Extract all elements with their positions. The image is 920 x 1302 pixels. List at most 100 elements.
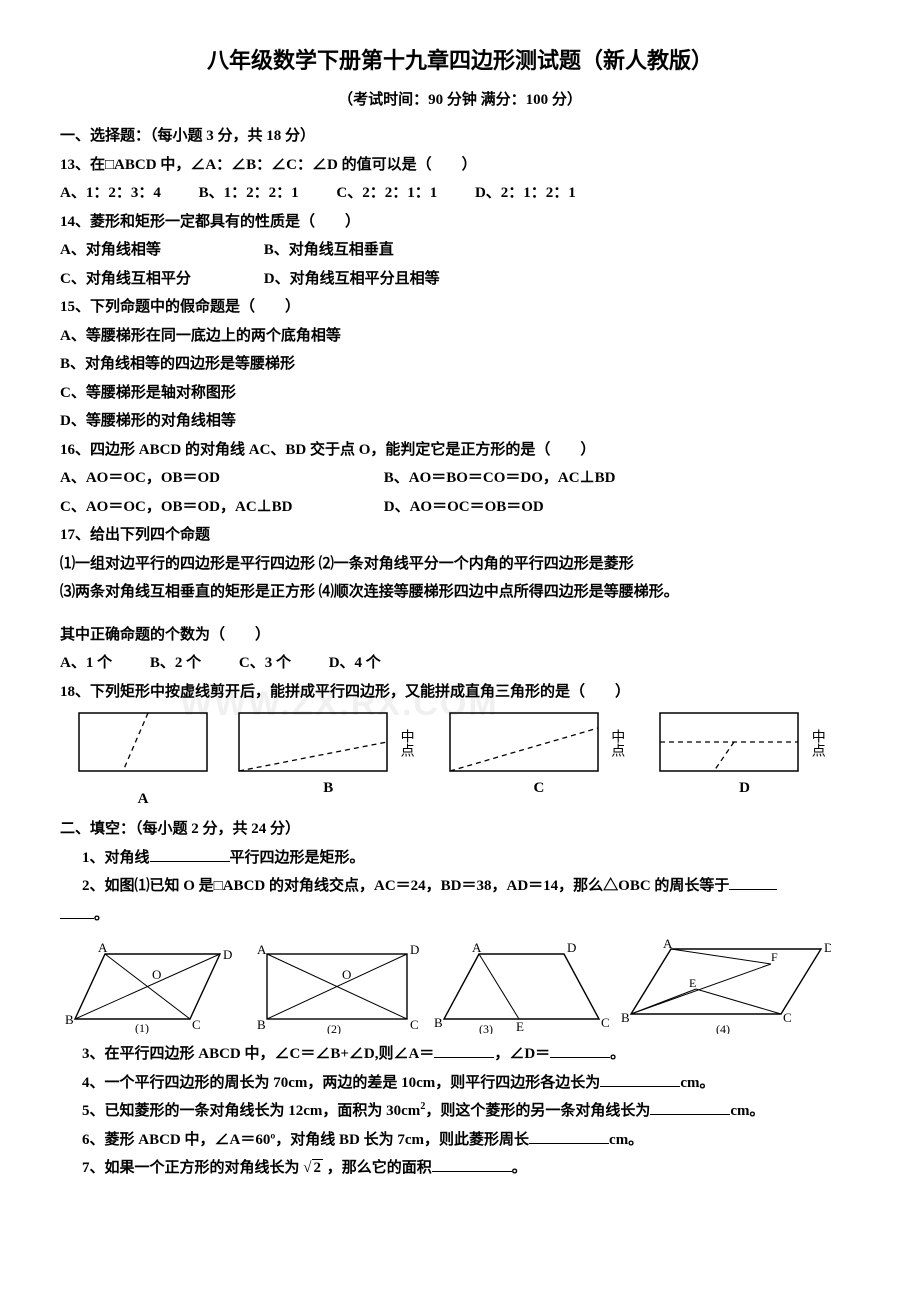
q13-c: C、2：2：1：1 bbox=[336, 179, 437, 208]
q14-d: D、对角线互相平分且相等 bbox=[264, 271, 440, 287]
svg-text:B: B bbox=[257, 1017, 266, 1032]
svg-text:O: O bbox=[342, 967, 351, 982]
svg-text:C: C bbox=[410, 1017, 419, 1032]
s2q7a: 7、如果一个正方形的对角线长为 bbox=[82, 1160, 300, 1176]
exam-info: （考试时间：90 分钟 满分：100 分） bbox=[60, 86, 860, 115]
svg-text:B: B bbox=[65, 1012, 74, 1027]
blank-2b bbox=[60, 904, 94, 919]
gap bbox=[60, 607, 860, 621]
s2q3c: 。 bbox=[610, 1046, 625, 1062]
q13-b: B、1：2：2：1 bbox=[199, 179, 299, 208]
s2q6a: 6、菱形 ABCD 中，∠A＝60º，对角线 BD 长为 7cm，则此菱形周长 bbox=[82, 1132, 529, 1148]
s2q4b: cm。 bbox=[680, 1075, 714, 1091]
q14-row1: A、对角线相等 B、对角线互相垂直 bbox=[60, 236, 860, 265]
q16-a: A、AO＝OC，OB＝OD bbox=[60, 464, 380, 493]
q14-row2: C、对角线互相平分 D、对角线互相平分且相等 bbox=[60, 265, 860, 294]
svg-text:C: C bbox=[601, 1015, 609, 1030]
s2-q5: 5、已知菱形的一条对角线长为 12cm，面积为 30cm2，则这个菱形的另一条对… bbox=[60, 1097, 860, 1126]
s2q5c: cm。 bbox=[730, 1103, 764, 1119]
geom-figures: A D B C O (1) A D B C O (2) A D B C bbox=[60, 939, 860, 1034]
q13-a: A、1：2：3：4 bbox=[60, 179, 161, 208]
svg-text:A: A bbox=[472, 940, 482, 955]
svg-text:E: E bbox=[689, 976, 696, 990]
q17-a: A、1 个 bbox=[60, 649, 112, 678]
fig3: A D B C E (3) bbox=[434, 939, 609, 1034]
s2q6b: cm。 bbox=[609, 1132, 643, 1148]
q18-fig-c: 中点 C bbox=[449, 712, 630, 813]
q17: 17、给出下列四个命题 bbox=[60, 521, 860, 550]
q15-b: B、对角线相等的四边形是等腰梯形 bbox=[60, 350, 860, 379]
q18-fig-d: 中点 D bbox=[659, 712, 830, 813]
s2-q2end: 。 bbox=[60, 901, 860, 930]
s2-q4: 4、一个平行四边形的周长为 70cm，两边的差是 10cm，则平行四边形各边长为… bbox=[60, 1069, 860, 1098]
section1-head: 一、选择题：（每小题 3 分，共 18 分） bbox=[60, 122, 860, 151]
q18-fig-a: A bbox=[78, 712, 208, 813]
svg-text:D: D bbox=[567, 940, 576, 955]
mid-c: 中点 bbox=[603, 729, 630, 757]
label-a: A bbox=[78, 785, 208, 814]
s2q5b: ，则这个菱形的另一条对角线长为 bbox=[425, 1103, 650, 1119]
q14-a: A、对角线相等 bbox=[60, 236, 260, 265]
fig1: A D B C O (1) bbox=[60, 939, 240, 1034]
q13-d: D、2：1：2：1 bbox=[475, 179, 576, 208]
svg-text:D: D bbox=[824, 940, 831, 955]
q14: 14、菱形和矩形一定都具有的性质是（ ） bbox=[60, 208, 860, 237]
s2q7b: ，那么它的面积 bbox=[327, 1160, 432, 1176]
q17-d: D、4 个 bbox=[329, 649, 381, 678]
s2q3b: ，∠D＝ bbox=[494, 1046, 550, 1062]
q17-opts: A、1 个 B、2 个 C、3 个 D、4 个 bbox=[60, 649, 860, 678]
q18-figures: A 中点 B 中点 C 中点 D bbox=[78, 712, 860, 813]
svg-text:(4): (4) bbox=[716, 1022, 730, 1034]
label-d: D bbox=[659, 774, 830, 803]
svg-text:B: B bbox=[621, 1010, 630, 1025]
blank-3b bbox=[550, 1043, 610, 1058]
q16: 16、四边形 ABCD 的对角线 AC、BD 交于点 O，能判定它是正方形的是（… bbox=[60, 436, 860, 465]
fig4: A D B C E F (4) bbox=[621, 939, 831, 1034]
q14-b: B、对角线互相垂直 bbox=[264, 242, 394, 258]
svg-text:(3): (3) bbox=[479, 1022, 493, 1034]
q18: 18、下列矩形中按虚线剪开后，能拼成平行四边形，又能拼成直角三角形的是（ ） bbox=[60, 678, 860, 707]
svg-text:C: C bbox=[192, 1017, 201, 1032]
q16-row1: A、AO＝OC，OB＝OD B、AO＝BO＝CO＝DO，AC⊥BD bbox=[60, 464, 860, 493]
svg-text:O: O bbox=[152, 967, 161, 982]
mid-d: 中点 bbox=[803, 729, 830, 757]
blank-2 bbox=[729, 875, 777, 890]
q13: 13、在□ABCD 中，∠A：∠B：∠C：∠D 的值可以是（ ） bbox=[60, 151, 860, 180]
page-title: 八年级数学下册第十九章四边形测试题（新人教版） bbox=[60, 40, 860, 82]
s2-q6: 6、菱形 ABCD 中，∠A＝60º，对角线 BD 长为 7cm，则此菱形周长 c… bbox=[60, 1126, 860, 1155]
s2-q2: 2、如图⑴已知 O 是□ABCD 的对角线交点，AC＝24，BD＝38，AD＝1… bbox=[60, 872, 860, 901]
blank-7 bbox=[432, 1157, 512, 1172]
q15-a: A、等腰梯形在同一底边上的两个底角相等 bbox=[60, 322, 860, 351]
s2q7c: 。 bbox=[512, 1160, 527, 1176]
svg-text:F: F bbox=[771, 950, 778, 964]
q15: 15、下列命题中的假命题是（ ） bbox=[60, 293, 860, 322]
s2q1a: 1、对角线 bbox=[82, 850, 150, 866]
label-b: B bbox=[238, 774, 419, 803]
rect-b-svg bbox=[238, 712, 388, 774]
blank-4 bbox=[600, 1072, 680, 1087]
s2q4a: 4、一个平行四边形的周长为 70cm，两边的差是 10cm，则平行四边形各边长为 bbox=[82, 1075, 600, 1091]
s2q1b: 平行四边形是矩形。 bbox=[230, 850, 365, 866]
blank-6 bbox=[529, 1129, 609, 1144]
sqrt2: √2 bbox=[303, 1159, 323, 1176]
s2q5a: 5、已知菱形的一条对角线长为 12cm，面积为 30cm bbox=[82, 1103, 420, 1119]
q17-line2: ⑶两条对角线互相垂直的矩形是正方形 ⑷顺次连接等腰梯形四边中点所得四边形是等腰梯… bbox=[60, 578, 860, 607]
q17-line1: ⑴一组对边平行的四边形是平行四边形 ⑵一条对角线平分一个内角的平行四边形是菱形 bbox=[60, 550, 860, 579]
s2q2e: 。 bbox=[94, 907, 109, 923]
mid-b: 中点 bbox=[392, 729, 419, 757]
q13-opts: A、1：2：3：4 B、1：2：2：1 C、2：2：1：1 D、2：1：2：1 bbox=[60, 179, 860, 208]
q18-fig-b: 中点 B bbox=[238, 712, 419, 813]
svg-text:A: A bbox=[663, 939, 673, 951]
svg-text:D: D bbox=[410, 942, 419, 957]
svg-text:A: A bbox=[98, 940, 108, 955]
s2-q7: 7、如果一个正方形的对角线长为 √2 ，那么它的面积 。 bbox=[60, 1154, 860, 1183]
q14-c: C、对角线互相平分 bbox=[60, 265, 260, 294]
svg-text:B: B bbox=[434, 1015, 443, 1030]
q17-c: C、3 个 bbox=[239, 649, 291, 678]
q17-b: B、2 个 bbox=[150, 649, 201, 678]
q16-c: C、AO＝OC，OB＝OD，AC⊥BD bbox=[60, 493, 380, 522]
svg-text:A: A bbox=[257, 942, 267, 957]
rect-a-svg bbox=[78, 712, 208, 774]
blank-5 bbox=[650, 1100, 730, 1115]
q16-row2: C、AO＝OC，OB＝OD，AC⊥BD D、AO＝OC＝OB＝OD bbox=[60, 493, 860, 522]
